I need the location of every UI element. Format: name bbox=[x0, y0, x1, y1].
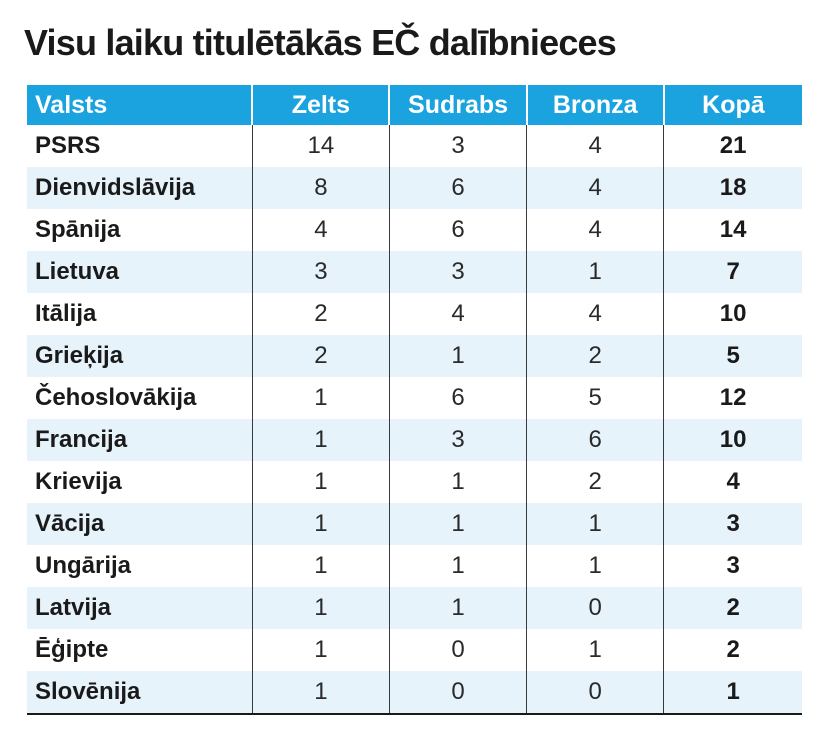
table-body: PSRS 14 3 4 21 Dienvidslāvija 8 6 4 18 Spānija 4 6 4 1… bbox=[27, 125, 802, 715]
bronze-cell: 5 bbox=[526, 377, 664, 419]
silver-cell: 3 bbox=[388, 125, 527, 167]
bronze-cell: 0 bbox=[526, 671, 664, 715]
silver-cell: 0 bbox=[388, 629, 527, 671]
bronze-cell: 1 bbox=[526, 503, 664, 545]
bronze-cell: 1 bbox=[526, 545, 664, 587]
table-row: Ēģipte 1 0 1 2 bbox=[27, 629, 802, 671]
bronze-cell: 4 bbox=[526, 167, 664, 209]
table-row: Latvija 1 1 0 2 bbox=[27, 587, 802, 629]
header-row: Valsts Zelts Sudrabs Bronza Kopā bbox=[27, 85, 802, 125]
header-total: Kopā bbox=[662, 85, 802, 125]
silver-cell: 1 bbox=[388, 461, 527, 503]
country-cell: Itālija bbox=[35, 300, 97, 327]
silver-cell: 3 bbox=[388, 419, 527, 461]
total-cell: 2 bbox=[663, 587, 802, 629]
total-cell: 5 bbox=[663, 335, 802, 377]
country-cell: Slovēnija bbox=[27, 671, 253, 715]
header-silver: Sudrabs bbox=[388, 85, 527, 125]
silver-cell: 6 bbox=[388, 167, 527, 209]
silver-cell: 3 bbox=[388, 251, 527, 293]
table-row: Dienvidslāvija 8 6 4 18 bbox=[27, 167, 802, 209]
country-cell: Krievija bbox=[35, 468, 122, 495]
table-row: Ungārija 1 1 1 3 bbox=[27, 545, 802, 587]
gold-cell: 1 bbox=[251, 377, 390, 419]
gold-cell: 1 bbox=[251, 587, 390, 629]
total-cell: 3 bbox=[663, 503, 802, 545]
table-row: Vācija 1 1 1 3 bbox=[27, 503, 802, 545]
bronze-cell: 2 bbox=[526, 461, 664, 503]
total-cell: 10 bbox=[663, 293, 802, 335]
gold-cell: 3 bbox=[251, 251, 390, 293]
total-cell: 14 bbox=[663, 209, 802, 251]
silver-cell: 1 bbox=[388, 587, 527, 629]
medal-table: Valsts Zelts Sudrabs Bronza Kopā PSRS 14 3… bbox=[27, 85, 802, 715]
total-cell: 12 bbox=[663, 377, 802, 419]
table-row: Slovēnija 1 0 0 1 bbox=[27, 671, 802, 715]
silver-cell: 1 bbox=[388, 335, 527, 377]
total-cell: 2 bbox=[663, 629, 802, 671]
table-row: Francija 1 3 6 10 bbox=[27, 419, 802, 461]
bronze-cell: 2 bbox=[526, 335, 664, 377]
gold-cell: 8 bbox=[251, 167, 390, 209]
chart-title: Visu laiku titulētākās EČ dalībnieces bbox=[24, 22, 617, 63]
silver-cell: 1 bbox=[388, 503, 527, 545]
country-cell: PSRS bbox=[35, 132, 101, 159]
gold-cell: 1 bbox=[251, 545, 390, 587]
total-cell: 4 bbox=[663, 461, 802, 503]
country-cell: Lietuva bbox=[27, 251, 253, 293]
bronze-cell: 4 bbox=[526, 209, 664, 251]
header-gold: Zelts bbox=[251, 85, 390, 125]
country-cell: Ungārija bbox=[35, 552, 132, 579]
total-cell: 3 bbox=[663, 545, 802, 587]
gold-cell: 1 bbox=[251, 419, 390, 461]
country-cell: Francija bbox=[27, 419, 253, 461]
header-country: Valsts bbox=[27, 85, 253, 125]
total-cell: 18 bbox=[663, 167, 802, 209]
total-cell: 1 bbox=[663, 671, 802, 715]
table-row: Itālija 2 4 4 10 bbox=[27, 293, 802, 335]
country-cell: Spānija bbox=[35, 216, 121, 243]
table-header: Valsts Zelts Sudrabs Bronza Kopā bbox=[27, 85, 802, 125]
gold-cell: 2 bbox=[251, 293, 390, 335]
gold-cell: 2 bbox=[251, 335, 390, 377]
silver-cell: 1 bbox=[388, 545, 527, 587]
total-cell: 21 bbox=[663, 125, 802, 167]
gold-cell: 1 bbox=[251, 503, 390, 545]
bronze-cell: 1 bbox=[526, 251, 664, 293]
country-cell: Grieķija bbox=[27, 335, 253, 377]
gold-cell: 4 bbox=[251, 209, 390, 251]
bronze-cell: 4 bbox=[526, 125, 664, 167]
country-cell: Čehoslovākija bbox=[35, 384, 197, 411]
silver-cell: 6 bbox=[388, 209, 527, 251]
gold-cell: 1 bbox=[251, 671, 390, 715]
table-row: Čehoslovākija 1 6 5 12 bbox=[27, 377, 802, 419]
header-bronze: Bronza bbox=[525, 85, 664, 125]
country-cell: Vācija bbox=[27, 503, 253, 545]
silver-cell: 0 bbox=[388, 671, 527, 715]
gold-cell: 1 bbox=[251, 629, 390, 671]
total-cell: 10 bbox=[663, 419, 802, 461]
table-row: Krievija 1 1 2 4 bbox=[27, 461, 802, 503]
table-row: Lietuva 3 3 1 7 bbox=[27, 251, 802, 293]
gold-cell: 1 bbox=[251, 461, 390, 503]
table-row: Grieķija 2 1 2 5 bbox=[27, 335, 802, 377]
bronze-cell: 1 bbox=[526, 629, 664, 671]
bronze-cell: 0 bbox=[526, 587, 664, 629]
country-cell: Latvija bbox=[27, 587, 253, 629]
total-cell: 7 bbox=[663, 251, 802, 293]
table-row: PSRS 14 3 4 21 bbox=[27, 125, 802, 167]
gold-cell: 14 bbox=[251, 125, 390, 167]
bronze-cell: 6 bbox=[526, 419, 664, 461]
silver-cell: 6 bbox=[388, 377, 527, 419]
bronze-cell: 4 bbox=[526, 293, 664, 335]
country-cell: Dienvidslāvija bbox=[27, 167, 253, 209]
country-cell: Ēģipte bbox=[35, 636, 109, 663]
silver-cell: 4 bbox=[388, 293, 527, 335]
table-row: Spānija 4 6 4 14 bbox=[27, 209, 802, 251]
